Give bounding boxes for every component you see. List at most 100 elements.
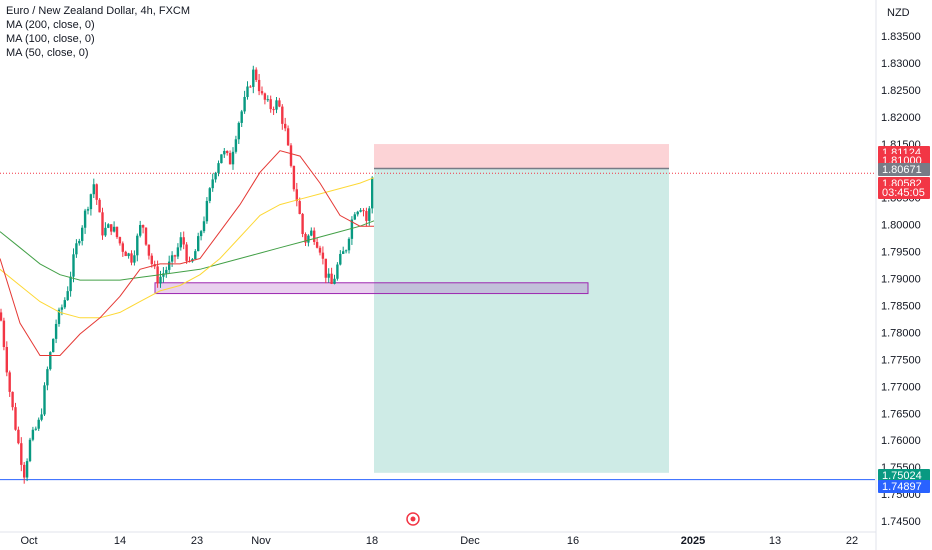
candle-body[interactable]	[63, 300, 66, 308]
candle-body[interactable]	[81, 227, 84, 241]
candle-body[interactable]	[202, 221, 206, 232]
candle-body[interactable]	[275, 100, 278, 110]
candle-body[interactable]	[324, 258, 327, 278]
candle-body[interactable]	[295, 189, 298, 202]
candle-body[interactable]	[60, 307, 64, 310]
candle-body[interactable]	[228, 152, 232, 165]
candle-body[interactable]	[95, 184, 98, 200]
candle-body[interactable]	[310, 230, 313, 236]
ma50-line[interactable]	[0, 150, 374, 356]
candle-body[interactable]	[185, 244, 188, 261]
candle-body[interactable]	[141, 225, 145, 228]
candle-body[interactable]	[176, 247, 180, 257]
candle-body[interactable]	[281, 106, 284, 124]
candle-body[interactable]	[330, 273, 333, 284]
candle-body[interactable]	[104, 227, 107, 236]
candle-body[interactable]	[25, 461, 29, 478]
candle-body[interactable]	[130, 253, 133, 263]
candle-body[interactable]	[194, 251, 197, 260]
candle-body[interactable]	[371, 177, 374, 209]
candle-body[interactable]	[321, 252, 325, 259]
chart-title[interactable]: Euro / New Zealand Dollar, 4h, FXCM	[6, 5, 191, 17]
candle-body[interactable]	[165, 269, 168, 274]
candle-body[interactable]	[89, 194, 93, 210]
candle-body[interactable]	[11, 391, 14, 408]
candle-body[interactable]	[31, 429, 35, 440]
candle-body[interactable]	[214, 172, 217, 180]
candle-body[interactable]	[286, 128, 290, 146]
indicator-ma100[interactable]: MA (100, close, 0)	[6, 33, 95, 45]
candle-body[interactable]	[356, 211, 359, 215]
candle-body[interactable]	[86, 209, 90, 211]
candle-body[interactable]	[98, 199, 101, 213]
candle-body[interactable]	[199, 231, 203, 237]
candle-body[interactable]	[220, 154, 223, 164]
candle-body[interactable]	[8, 372, 11, 392]
candle-body[interactable]	[112, 226, 116, 232]
candle-body[interactable]	[252, 69, 255, 87]
position-target-zone[interactable]	[374, 168, 669, 473]
candle-body[interactable]	[139, 225, 142, 236]
candle-body[interactable]	[353, 214, 356, 220]
candle-body[interactable]	[136, 235, 139, 256]
candle-body[interactable]	[20, 443, 23, 465]
candle-body[interactable]	[278, 100, 281, 107]
candle-body[interactable]	[69, 276, 72, 292]
candle-body[interactable]	[243, 96, 246, 112]
candle-body[interactable]	[342, 251, 345, 254]
candle-body[interactable]	[150, 255, 153, 265]
ma100-line[interactable]	[0, 177, 375, 319]
candle-body[interactable]	[197, 236, 200, 252]
candle-body[interactable]	[365, 211, 368, 221]
candle-body[interactable]	[292, 165, 296, 190]
candle-body[interactable]	[170, 255, 174, 262]
candle-body[interactable]	[72, 254, 75, 277]
candle-body[interactable]	[313, 230, 316, 242]
candle-body[interactable]	[159, 276, 162, 284]
candle-body[interactable]	[78, 240, 81, 244]
candle-body[interactable]	[75, 243, 78, 255]
candle-body[interactable]	[339, 253, 342, 265]
candle-body[interactable]	[263, 93, 267, 100]
candle-body[interactable]	[240, 111, 243, 123]
ma200-line[interactable]	[0, 220, 375, 281]
candle-body[interactable]	[182, 237, 185, 245]
candle-body[interactable]	[226, 150, 229, 153]
candle-body[interactable]	[269, 99, 272, 110]
candle-body[interactable]	[307, 235, 310, 243]
candle-body[interactable]	[115, 226, 119, 238]
candle-body[interactable]	[121, 243, 124, 252]
candle-body[interactable]	[162, 273, 165, 277]
candle-body[interactable]	[133, 255, 136, 263]
candle-body[interactable]	[304, 233, 307, 243]
candle-body[interactable]	[28, 439, 32, 462]
indicator-ma200[interactable]: MA (200, close, 0)	[6, 19, 95, 31]
candle-body[interactable]	[37, 419, 40, 429]
candle-body[interactable]	[350, 219, 354, 239]
candle-body[interactable]	[315, 241, 319, 248]
candle-body[interactable]	[92, 184, 95, 195]
candle-body[interactable]	[54, 323, 58, 339]
position-stop-zone[interactable]	[374, 144, 669, 169]
candle-body[interactable]	[147, 244, 151, 256]
candle-body[interactable]	[179, 237, 182, 248]
candle-body[interactable]	[289, 145, 293, 166]
candle-body[interactable]	[127, 253, 130, 257]
candle-body[interactable]	[347, 238, 351, 251]
candle-body[interactable]	[301, 213, 304, 234]
candle-body[interactable]	[205, 200, 209, 222]
candle-body[interactable]	[34, 428, 37, 430]
candle-body[interactable]	[257, 79, 261, 92]
candle-body[interactable]	[333, 278, 336, 284]
candle-body[interactable]	[246, 86, 249, 97]
candle-body[interactable]	[217, 163, 220, 173]
candle-body[interactable]	[14, 407, 17, 430]
candle-body[interactable]	[272, 109, 275, 111]
candle-body[interactable]	[124, 251, 127, 257]
candle-body[interactable]	[40, 414, 43, 420]
candle-body[interactable]	[52, 338, 55, 353]
candle-body[interactable]	[66, 291, 69, 301]
demand-zone-rectangle[interactable]	[154, 282, 589, 295]
